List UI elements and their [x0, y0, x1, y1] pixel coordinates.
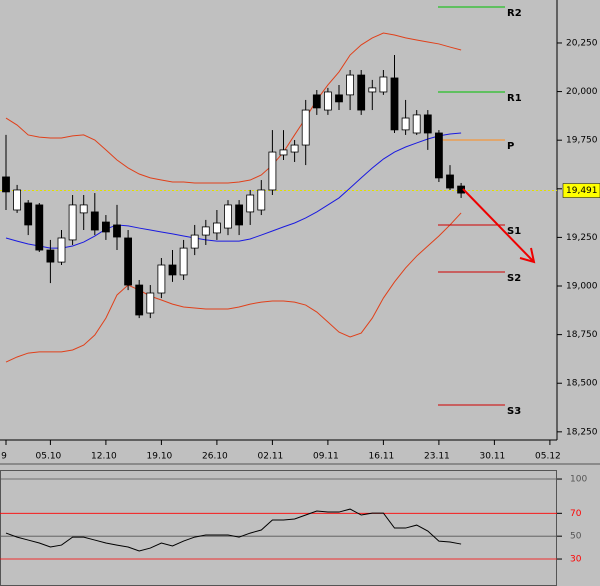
- candle-body: [135, 284, 144, 316]
- x-tick-label: 26.10: [202, 452, 228, 462]
- candle-body: [2, 176, 10, 193]
- candle-body: [57, 237, 66, 263]
- x-tick-label: 23.11: [424, 452, 450, 462]
- candle-body: [257, 189, 266, 211]
- candle-body: [279, 149, 288, 156]
- candle-body: [35, 204, 44, 251]
- y-tick-label: 50: [570, 532, 582, 542]
- candle-body: [79, 204, 88, 214]
- last-price-label: 19,491: [566, 186, 598, 196]
- pivot-label: R1: [507, 93, 522, 104]
- band-line: [5, 32, 462, 184]
- candle-body: [212, 222, 221, 234]
- y-tick-label: 19,000: [566, 282, 598, 292]
- x-tick-label: 9: [1, 452, 7, 462]
- candle-body: [24, 202, 33, 226]
- pivot-label: P: [507, 141, 514, 152]
- pivot-label: S3: [507, 406, 521, 417]
- y-tick-label: 19,250: [566, 233, 598, 243]
- candle-body: [379, 76, 388, 93]
- y-tick-label: 18,500: [566, 379, 598, 389]
- candle-body: [357, 74, 366, 111]
- candle-body: [13, 189, 22, 211]
- band-line: [5, 132, 462, 249]
- candle-body: [146, 292, 155, 314]
- y-tick-label: 100: [570, 475, 587, 485]
- x-tick-label: 19.10: [147, 452, 173, 462]
- candle-body: [157, 264, 166, 294]
- candle-body: [301, 109, 310, 146]
- candle-body: [90, 211, 99, 231]
- pivot-label: S1: [507, 226, 521, 237]
- candle-body: [268, 151, 277, 191]
- y-tick-label: 30: [570, 555, 582, 565]
- candle-body: [312, 94, 321, 109]
- band-line: [5, 212, 462, 363]
- y-tick-label: 20,000: [566, 87, 598, 97]
- candle-body: [201, 226, 210, 236]
- rsi-line: [5, 508, 462, 552]
- x-tick-label: 09.11: [313, 452, 339, 462]
- candle-body: [335, 94, 343, 103]
- y-tick-label: 19,750: [566, 136, 598, 146]
- y-tick-label: 18,250: [566, 427, 598, 437]
- candle-body: [113, 224, 121, 238]
- pivot-label: R2: [507, 8, 522, 19]
- candle-body: [368, 87, 377, 93]
- candle-body: [102, 221, 110, 233]
- candle-body: [68, 204, 77, 241]
- candle-body: [179, 247, 188, 276]
- candle-body: [235, 204, 244, 226]
- x-tick-label: 16.11: [369, 452, 395, 462]
- candle-body: [390, 77, 399, 131]
- candle-body: [190, 234, 199, 249]
- x-tick-label: 05.10: [36, 452, 62, 462]
- candle-body: [290, 144, 299, 153]
- candle-body: [124, 237, 132, 286]
- candle-body: [346, 74, 355, 96]
- pivot-label: S2: [507, 273, 521, 284]
- last-price-box: [562, 183, 600, 198]
- candle-body: [423, 114, 432, 134]
- x-tick-label: 02.11: [258, 452, 284, 462]
- candle-body: [246, 194, 255, 213]
- y-tick-label: 18,750: [566, 330, 598, 340]
- y-tick-label: 70: [570, 509, 582, 519]
- candle-body: [434, 132, 443, 179]
- candle-body: [412, 114, 421, 134]
- candle-body: [401, 117, 410, 131]
- candle-body: [46, 249, 55, 263]
- forecast-arrow: [462, 188, 536, 264]
- x-tick-label: 12.10: [91, 452, 117, 462]
- x-tick-label: 05.12: [535, 452, 561, 462]
- candle-body: [168, 264, 177, 276]
- candle-body: [323, 91, 332, 111]
- x-tick-label: 30.11: [480, 452, 506, 462]
- candle-body: [224, 204, 232, 229]
- candle-body: [446, 174, 454, 189]
- y-tick-label: 20,250: [566, 38, 598, 48]
